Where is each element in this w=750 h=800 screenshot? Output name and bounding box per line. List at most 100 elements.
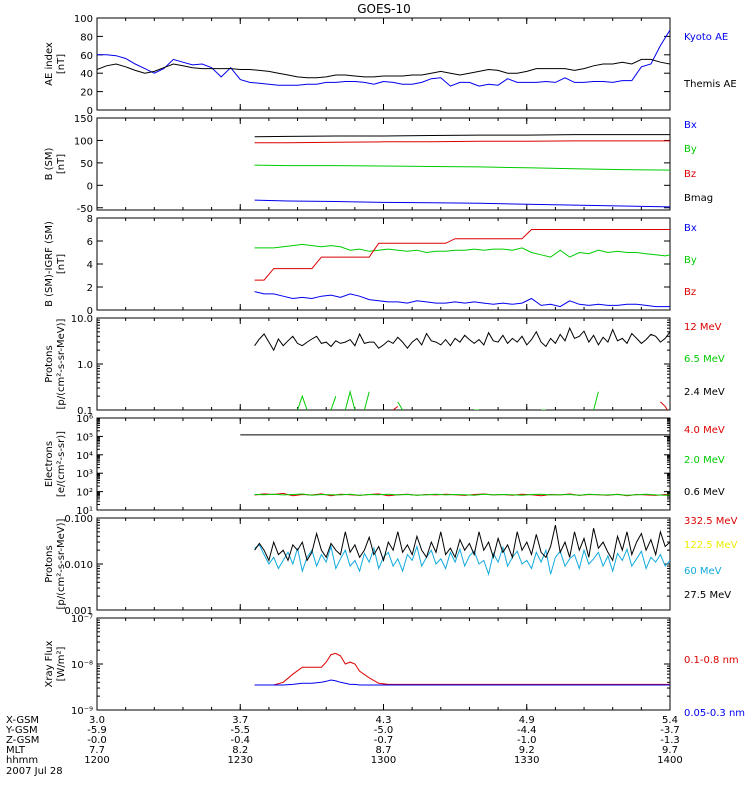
x-info-value: 9.2 bbox=[519, 745, 535, 756]
y-tick-label: 8 bbox=[87, 214, 93, 225]
legend-entry: By bbox=[684, 144, 697, 155]
date-label: 2007 Jul 28 bbox=[6, 766, 63, 777]
series-line-27-5-mev bbox=[254, 524, 670, 563]
x-info-value: 3.0 bbox=[89, 715, 105, 726]
x-info-row-label: Z-GSM bbox=[6, 735, 39, 746]
x-info-row-label: X-GSM bbox=[6, 715, 39, 726]
x-info-value: 8.7 bbox=[376, 745, 392, 756]
panel-frame bbox=[96, 117, 671, 211]
legend-entry: Kyoto AE bbox=[684, 32, 728, 43]
legend-entry: 0.6 MeV bbox=[684, 487, 725, 498]
y-tick-label: 0.100 bbox=[64, 514, 93, 525]
panel-6: 0.100 0.010 0.001 Protons [p/(cm²-s-sr-MeV)]… bbox=[44, 514, 738, 617]
y-axis-label: B (SM)-IGRF (SM) bbox=[44, 221, 55, 307]
y-tick-label: 10⁻⁷ bbox=[71, 614, 93, 625]
x-info-value: 1230 bbox=[228, 755, 253, 766]
panel-frame bbox=[96, 617, 671, 711]
y-tick-label: 1.0 bbox=[77, 360, 93, 371]
x-info-value: -5.0 bbox=[374, 725, 394, 736]
series-line-kyoto-ae bbox=[97, 29, 670, 87]
y-tick-label: -50 bbox=[77, 204, 93, 215]
y-axis-label: Protons bbox=[44, 545, 55, 582]
series-line-60-mev bbox=[254, 544, 670, 577]
y-tick-label: 10⁶ bbox=[76, 414, 93, 425]
x-info-value: -1.3 bbox=[660, 735, 680, 746]
y-tick-label: 0.1 bbox=[77, 406, 93, 417]
legend-entry: 27.5 MeV bbox=[684, 590, 731, 601]
y-tick-label: 10⁵ bbox=[76, 432, 93, 443]
legend-entry: 0.05-0.3 nm bbox=[684, 708, 745, 719]
y-tick-label: 0 bbox=[87, 181, 93, 192]
y-tick-label: 100 bbox=[74, 14, 93, 25]
series-line-bx bbox=[254, 199, 670, 208]
y-axis-label: Electrons bbox=[44, 441, 55, 487]
panel-5: 10⁶ 10⁵ 10⁴ 10³ 10² 10¹ Electrons [e/(cm²-s-sr)… bbox=[44, 414, 725, 517]
y-axis-label: [p/(cm²-s-sr-MeV)] bbox=[56, 318, 67, 409]
legend-entry: Bmag bbox=[684, 193, 713, 204]
x-info-value: -4.4 bbox=[517, 725, 537, 736]
y-tick-label: 10.0 bbox=[71, 314, 93, 325]
legend-entry: 12 MeV bbox=[684, 322, 722, 333]
series-line-2-4-mev bbox=[254, 326, 670, 352]
x-info-value: 4.3 bbox=[376, 715, 392, 726]
x-info-value: 1330 bbox=[514, 755, 539, 766]
series-line-bz bbox=[254, 229, 670, 281]
x-info-value: 1400 bbox=[657, 755, 682, 766]
y-tick-label: 40 bbox=[80, 69, 93, 80]
y-tick-label: 10³ bbox=[76, 469, 93, 480]
series-line-by bbox=[254, 164, 670, 171]
legend-entry: Themis AE bbox=[683, 79, 737, 90]
panel-4: 10.0 1.0 0.1 Protons [p/(cm²-s-sr-MeV)] 12 Me… bbox=[44, 314, 725, 417]
x-info-value: 4.9 bbox=[519, 715, 535, 726]
y-tick-label: 20 bbox=[80, 88, 93, 99]
legend-entry: Bz bbox=[684, 169, 696, 180]
x-info-value: 1200 bbox=[84, 755, 109, 766]
legend-entry: 2.4 MeV bbox=[684, 387, 725, 398]
series-line-bz bbox=[254, 140, 670, 144]
legend-entry: 122.5 MeV bbox=[684, 540, 738, 551]
y-axis-label: Protons bbox=[44, 345, 55, 382]
y-tick-label: 0.010 bbox=[64, 560, 93, 571]
series-line-2-0-mev bbox=[254, 493, 670, 496]
legend-entry: 6.5 MeV bbox=[684, 354, 725, 365]
y-tick-label: 150 bbox=[74, 114, 93, 125]
x-info-value: 9.7 bbox=[662, 745, 678, 756]
legend-entry: 60 MeV bbox=[684, 566, 722, 577]
x-info-value: 1300 bbox=[371, 755, 396, 766]
x-info-value: -5.5 bbox=[230, 725, 250, 736]
legend-entry: Bx bbox=[684, 223, 697, 234]
panel-frame bbox=[96, 517, 671, 611]
y-axis-label: [W/m²] bbox=[56, 646, 67, 681]
series-line-0-1-0-8-nm bbox=[254, 652, 670, 686]
legend-entry: 0.1-0.8 nm bbox=[684, 655, 739, 666]
panel-frame bbox=[96, 17, 671, 111]
series-line-bmag bbox=[254, 134, 670, 138]
series-line-6-5-mev bbox=[298, 388, 671, 410]
x-info-value: 5.4 bbox=[662, 715, 678, 726]
x-info-value: -0.0 bbox=[87, 735, 107, 746]
y-tick-label: 10² bbox=[76, 488, 93, 499]
series-line-0-05-0-3-nm bbox=[254, 679, 670, 686]
y-tick-label: 10⁻⁸ bbox=[71, 660, 93, 671]
panel-2: 150 100 50 0 -50 B (SM) [nT] Bx By Bz Bmag bbox=[44, 114, 713, 215]
panel-7: 10⁻⁷ 10⁻⁸ 10⁻⁹ Xray Flux [W/m²] 0.1-0.8 nm 0.0… bbox=[44, 614, 745, 719]
y-axis-label: [nT] bbox=[56, 154, 67, 174]
y-axis-label: Xray Flux bbox=[44, 640, 55, 687]
x-info-value: 7.7 bbox=[89, 745, 105, 756]
y-axis-label: [e/(cm²-s-sr)] bbox=[56, 431, 67, 497]
x-info-value: -5.9 bbox=[87, 725, 107, 736]
y-axis-label: AE index bbox=[44, 42, 55, 86]
x-info-value: -3.7 bbox=[660, 725, 680, 736]
x-info-row-label: hhmm bbox=[6, 755, 38, 766]
series-line-12-mev bbox=[392, 401, 668, 410]
y-tick-label: 0 bbox=[87, 306, 93, 317]
series-line-bx bbox=[254, 291, 670, 308]
y-axis-label: B (SM) bbox=[44, 147, 55, 180]
legend-entry: 2.0 MeV bbox=[684, 455, 725, 466]
panel-3: 8 6 4 2 0 B (SM)-IGRF (SM) [nT] Bx By Bz bbox=[44, 214, 697, 317]
legend-entry: 332.5 MeV bbox=[684, 516, 738, 527]
legend-entry: Bz bbox=[684, 287, 696, 298]
legend-entry: 4.0 MeV bbox=[684, 425, 725, 436]
x-info-row-label: MLT bbox=[6, 745, 26, 756]
